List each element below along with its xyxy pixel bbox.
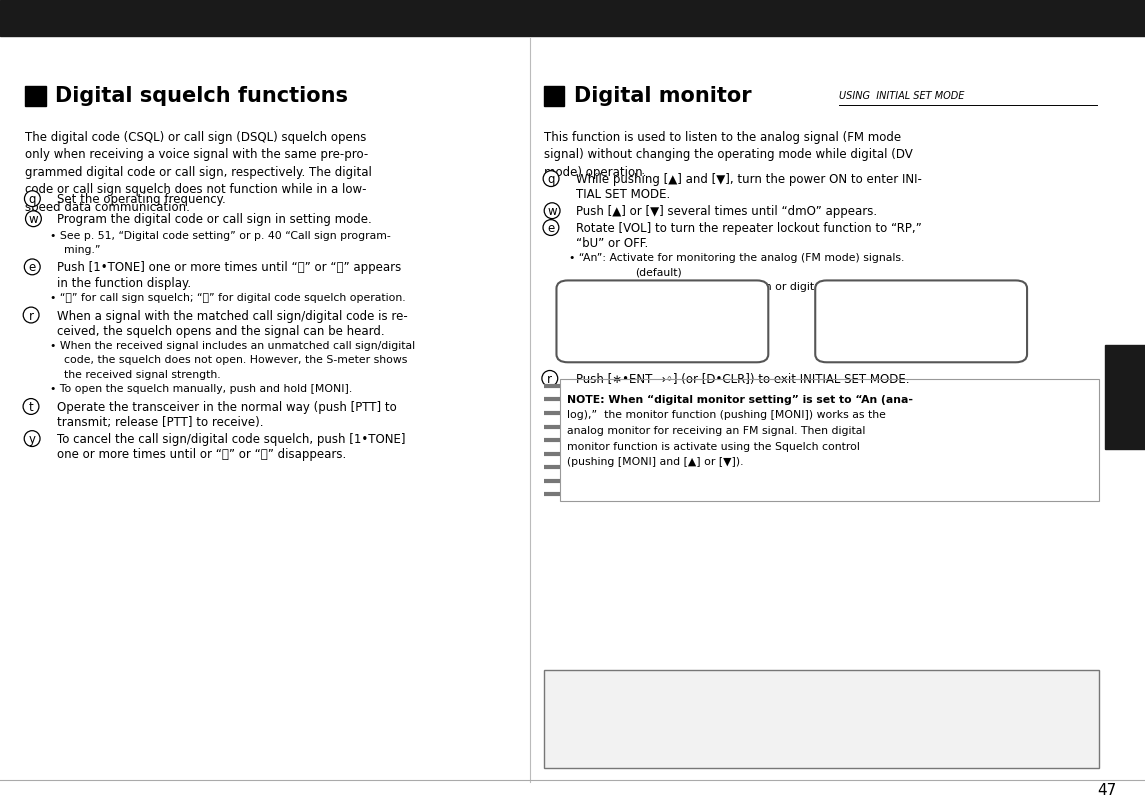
Text: The digital code (CSQL) or call sign (DSQL) squelch opens
only when receiving a : The digital code (CSQL) or call sign (DS… bbox=[25, 131, 372, 213]
Text: Operate the transceiver in the normal way (push [PTT] to: Operate the transceiver in the normal wa… bbox=[57, 400, 397, 414]
Text: USING  INITIAL SET MODE: USING INITIAL SET MODE bbox=[839, 91, 964, 101]
Text: “bU” or OFF.: “bU” or OFF. bbox=[576, 237, 648, 250]
Text: This function is used to listen to the analog signal (FM mode
signal) without ch: This function is used to listen to the a… bbox=[544, 131, 913, 178]
Text: dm0.An: dm0.An bbox=[878, 310, 964, 334]
Text: • The call sign squelch function deactivate, then after can-: • The call sign squelch function deactiv… bbox=[558, 696, 878, 707]
Text: q: q bbox=[29, 193, 37, 206]
Text: r: r bbox=[547, 372, 552, 386]
Text: Set the operating frequency.: Set the operating frequency. bbox=[57, 193, 226, 206]
Text: y: y bbox=[29, 432, 35, 446]
Text: • When the received signal includes an unmatched call sign/digital: • When the received signal includes an u… bbox=[50, 340, 416, 350]
Text: • See p. 51, “Digital code setting” or p. 40 “Call sign program-: • See p. 51, “Digital code setting” or p… bbox=[50, 231, 392, 241]
FancyBboxPatch shape bbox=[815, 281, 1027, 363]
Bar bbox=[25, 87, 46, 107]
Text: • “dG”: Activate to open the call sign or digital code squelch.: • “dG”: Activate to open the call sign o… bbox=[569, 282, 902, 292]
Text: transmit; release [PTT] to receive).: transmit; release [PTT] to receive). bbox=[57, 415, 263, 429]
Text: e: e bbox=[547, 222, 554, 235]
Text: Digital monitor: Digital monitor bbox=[574, 86, 751, 106]
Text: dm0.dG: dm0.dG bbox=[619, 310, 705, 334]
Text: Rotate [VOL] to turn the repeater lockout function to “RP,”: Rotate [VOL] to turn the repeater lockou… bbox=[576, 222, 922, 235]
FancyBboxPatch shape bbox=[556, 281, 768, 363]
Text: q: q bbox=[547, 173, 555, 186]
Text: TIAL SET MODE.: TIAL SET MODE. bbox=[576, 188, 670, 201]
Bar bbox=[560, 379, 1099, 501]
Text: While pushing [▲] and [▼], turn the power ON to enter INI-: While pushing [▲] and [▼], turn the powe… bbox=[576, 173, 922, 186]
Text: ✔ While scanning in digital mode:: ✔ While scanning in digital mode: bbox=[555, 677, 779, 690]
Text: NOTE: When “digital monitor setting” is set to “An (ana-: NOTE: When “digital monitor setting” is … bbox=[567, 394, 913, 404]
Text: 47: 47 bbox=[1097, 783, 1116, 797]
Text: e: e bbox=[29, 261, 35, 274]
Text: in the function display.: in the function display. bbox=[57, 276, 191, 290]
Text: To cancel the call sign/digital code squelch, push [1•TONE]: To cancel the call sign/digital code squ… bbox=[57, 432, 405, 446]
Text: • Scan stops near channel in a 5 kHz tuning steps, and then: • Scan stops near channel in a 5 kHz tun… bbox=[558, 731, 886, 742]
Text: When a signal with the matched call sign/digital code is re-: When a signal with the matched call sign… bbox=[57, 309, 408, 322]
Text: one or more times until or “Ⓢ” or “Ⓟ” disappears.: one or more times until or “Ⓢ” or “Ⓟ” di… bbox=[57, 448, 347, 461]
Text: Program the digital code or call sign in setting mode.: Program the digital code or call sign in… bbox=[57, 213, 372, 226]
Text: Push [∗•ENT →◦] (or [D•CLR]) to exit INITIAL SET MODE.: Push [∗•ENT →◦] (or [D•CLR]) to exit INI… bbox=[576, 372, 909, 386]
Text: 11: 11 bbox=[1113, 388, 1137, 407]
Text: ming.”: ming.” bbox=[64, 245, 101, 255]
Text: the received signal strength.: the received signal strength. bbox=[64, 369, 221, 379]
Bar bbox=[1105, 345, 1145, 449]
Bar bbox=[0, 1, 1145, 37]
Text: • “An”: Activate for monitoring the analog (FM mode) signals.: • “An”: Activate for monitoring the anal… bbox=[569, 253, 905, 263]
Text: (default): (default) bbox=[635, 267, 682, 277]
Text: w: w bbox=[547, 205, 556, 218]
Text: Push [▲] or [▼] several times until “dmO” appears.: Push [▲] or [▼] several times until “dmO… bbox=[576, 205, 877, 218]
Text: • “Ⓢ” for call sign squelch; “Ⓟ” for digital code squelch operation.: • “Ⓢ” for call sign squelch; “Ⓟ” for dig… bbox=[50, 292, 406, 302]
Text: • To open the squelch manually, push and hold [MONI].: • To open the squelch manually, push and… bbox=[50, 383, 353, 394]
Text: 11: 11 bbox=[1074, 4, 1116, 33]
Text: monitor function is activate using the Squelch control: monitor function is activate using the S… bbox=[567, 441, 860, 451]
Text: w: w bbox=[29, 213, 38, 226]
Text: (pushing [MONI] and [▲] or [▼]).: (pushing [MONI] and [▲] or [▼]). bbox=[567, 456, 743, 467]
Text: Digital squelch functions: Digital squelch functions bbox=[55, 86, 348, 106]
Text: r: r bbox=[29, 309, 33, 322]
Text: Push [1•TONE] one or more times until “Ⓢ” or “Ⓟ” appears: Push [1•TONE] one or more times until “Ⓢ… bbox=[57, 261, 402, 274]
Text: log),”  the monitor function (pushing [MONI]) works as the: log),” the monitor function (pushing [MO… bbox=[567, 410, 885, 419]
Bar bbox=[544, 87, 564, 107]
Text: DIGITAL MODE OPERATION: DIGITAL MODE OPERATION bbox=[710, 10, 978, 27]
Text: ceived, the squelch opens and the signal can be heard.: ceived, the squelch opens and the signal… bbox=[57, 324, 385, 338]
Text: code, the squelch does not open. However, the S-meter shows: code, the squelch does not open. However… bbox=[64, 354, 408, 365]
Text: no sound comes out.: no sound comes out. bbox=[558, 749, 682, 759]
Text: celling the scan it will activate again.: celling the scan it will activate again. bbox=[558, 714, 771, 724]
Text: t: t bbox=[29, 400, 33, 414]
Bar bbox=[544, 670, 1099, 768]
Text: analog monitor for receiving an FM signal. Then digital: analog monitor for receiving an FM signa… bbox=[567, 425, 866, 435]
